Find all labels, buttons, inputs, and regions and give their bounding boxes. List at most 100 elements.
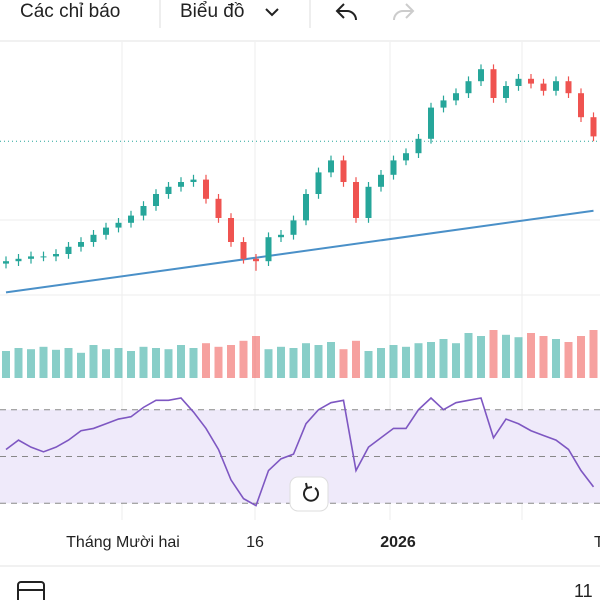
candle-body — [378, 174, 384, 187]
volume-bar — [89, 345, 98, 378]
volume-bar — [427, 342, 435, 378]
candle-body — [65, 246, 72, 254]
candle-body — [303, 194, 309, 221]
candle-body — [590, 117, 597, 137]
candle-body — [178, 182, 184, 187]
volume-bar — [139, 346, 148, 378]
time-label: T — [594, 534, 600, 551]
volume-bar — [227, 345, 235, 378]
indicators-button[interactable]: Các chỉ báo — [20, 1, 120, 22]
candle-body — [15, 258, 22, 262]
redo-button[interactable] — [393, 3, 415, 21]
time-axis: Tháng Mười hai 16 2026 T — [0, 534, 600, 567]
candle-body — [265, 237, 272, 262]
candle-body — [353, 182, 359, 218]
time-label: 2026 — [380, 534, 416, 551]
toolbar: Các chỉ báo Biểu đồ — [0, 0, 600, 42]
candle-body — [365, 186, 372, 218]
candle-body — [515, 78, 522, 86]
candle-body — [390, 160, 397, 175]
candle-body — [440, 100, 447, 108]
volume-bar — [264, 349, 273, 378]
candle-body — [340, 160, 347, 182]
reset-box[interactable] — [289, 476, 329, 512]
volume-bar — [577, 336, 585, 378]
time-label: Tháng Mười hai — [66, 534, 180, 551]
candle-body — [415, 138, 422, 154]
volume-bar — [414, 343, 423, 378]
candle-body — [453, 93, 459, 101]
candle-body — [103, 227, 109, 235]
volume-bar — [464, 333, 473, 378]
candle-body — [90, 234, 97, 242]
calendar-button[interactable] — [17, 581, 45, 600]
reset-icon[interactable] — [303, 482, 319, 502]
candle-body — [228, 218, 234, 242]
candle-body — [3, 261, 9, 264]
candle-body — [28, 256, 34, 259]
volume-bar — [364, 351, 373, 378]
candle-body — [53, 254, 59, 257]
candle-body — [78, 242, 84, 247]
volume-bar — [339, 349, 348, 378]
candle-body — [315, 172, 322, 194]
volume-bar — [564, 342, 573, 378]
moving-average — [5, 209, 594, 294]
volume-bar — [189, 348, 198, 378]
candle-body — [328, 160, 334, 173]
volume-bar — [389, 345, 398, 378]
volume-bar — [277, 346, 285, 378]
volume-bar — [289, 348, 298, 378]
candle-body — [503, 86, 509, 98]
candle-body — [203, 179, 209, 199]
volume-bar — [502, 334, 510, 378]
volume-bar — [202, 343, 210, 378]
candle-body — [578, 93, 584, 118]
undo-button[interactable] — [335, 3, 357, 21]
volume-bar — [489, 330, 498, 378]
candle-body — [140, 206, 147, 216]
candle-body — [490, 69, 497, 98]
volume-bar — [477, 336, 485, 378]
candle-body — [165, 186, 172, 194]
volume-bar — [114, 348, 123, 378]
chart-type-button[interactable]: Biểu đồ — [180, 1, 244, 22]
volume-bar — [177, 345, 185, 378]
volume-bar — [102, 349, 110, 378]
volume-bar — [39, 346, 48, 378]
candle-body — [128, 215, 134, 223]
candle-body — [115, 222, 122, 228]
rsi-line — [5, 396, 595, 507]
candle-body — [565, 81, 572, 94]
volume-bar — [77, 352, 85, 378]
chevron[interactable] — [265, 8, 279, 17]
candle-body — [403, 153, 409, 161]
volume-bar — [514, 337, 523, 378]
candle-body — [465, 81, 472, 94]
volume-bar — [527, 333, 535, 378]
plot — [0, 64, 600, 507]
reset-button[interactable] — [289, 476, 329, 512]
volume-bar — [239, 340, 248, 378]
candle-body — [240, 242, 247, 259]
volume-bar — [127, 351, 135, 378]
volume-bar — [452, 343, 460, 378]
volume-bar — [27, 349, 35, 378]
candle-body — [215, 198, 222, 218]
volume-bar — [589, 330, 598, 378]
volume-bar — [327, 342, 335, 378]
volume-bar — [14, 348, 23, 378]
volume-bar — [439, 339, 448, 378]
volume-bar — [352, 340, 360, 378]
volume-bar — [164, 349, 173, 378]
candle-body — [40, 256, 47, 258]
candle-body — [253, 258, 259, 262]
candle-body — [478, 69, 484, 82]
candle-body — [553, 81, 559, 91]
volume-bar — [214, 346, 223, 378]
volume-bar — [402, 346, 410, 378]
volume-bar — [539, 336, 548, 378]
candle-body — [190, 179, 197, 182]
